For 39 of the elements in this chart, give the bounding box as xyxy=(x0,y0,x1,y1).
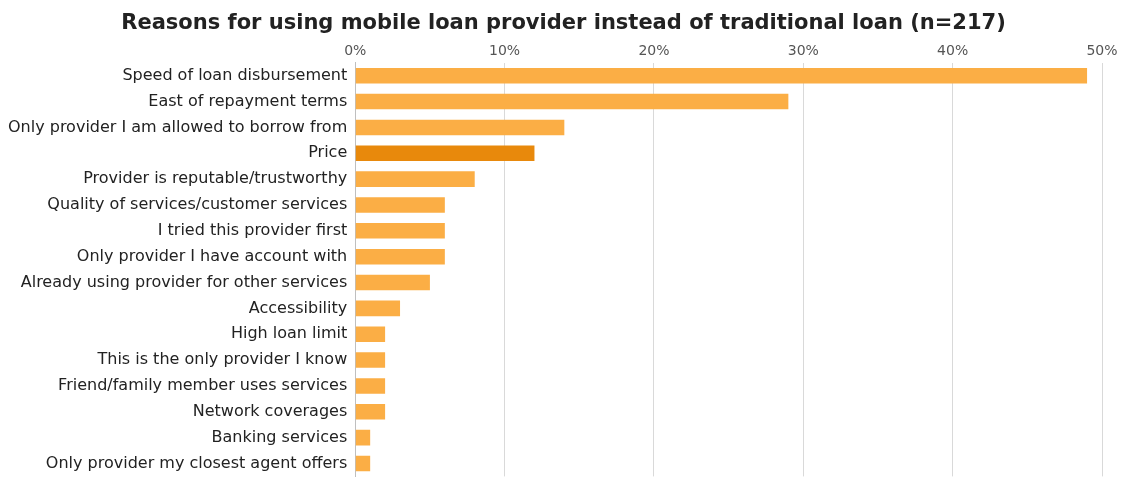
bar xyxy=(355,223,445,239)
bar xyxy=(355,326,386,342)
y-tick-label: Banking services xyxy=(211,426,348,446)
y-tick-label: Speed of loan disbursement xyxy=(122,64,348,84)
bar xyxy=(355,274,430,291)
y-tick-label: Price xyxy=(308,142,348,162)
bar xyxy=(355,171,475,187)
y-tick-label: Accessibility xyxy=(248,297,348,317)
bar xyxy=(355,145,535,162)
x-tick-label: 20% xyxy=(638,42,670,59)
bar xyxy=(355,67,1088,84)
y-tick-label: This is the only provider I know xyxy=(96,349,348,369)
bar xyxy=(355,197,445,213)
y-tick-label: East of repayment terms xyxy=(148,90,348,110)
x-tick-label: 50% xyxy=(1086,42,1118,59)
y-tick-label: High loan limit xyxy=(230,323,348,343)
bar xyxy=(355,93,789,110)
bar xyxy=(355,248,445,265)
y-tick-label: I tried this provider first xyxy=(157,219,348,239)
chart-title: Reasons for using mobile loan provider instead of traditional loan (n=217) xyxy=(120,9,1007,36)
y-tick-label: Only provider I am allowed to borrow from xyxy=(8,116,348,136)
y-tick-label: Network coverages xyxy=(192,400,348,420)
bar xyxy=(355,404,386,420)
x-tick-label: 30% xyxy=(787,42,819,59)
x-tick-label: 0% xyxy=(344,42,367,59)
y-tick-label: Friend/family member uses services xyxy=(58,375,348,395)
y-tick-label: Quality of services/customer services xyxy=(47,194,348,214)
bar xyxy=(355,378,386,394)
bar xyxy=(355,119,565,136)
x-tick-label: 10% xyxy=(489,42,521,59)
y-tick-label: Provider is reputable/trustworthy xyxy=(83,168,348,188)
bar xyxy=(355,352,386,368)
x-tick-label: 40% xyxy=(937,42,969,59)
y-tick-label: Already using provider for other services xyxy=(20,271,348,291)
bar xyxy=(355,429,371,446)
bar xyxy=(355,300,401,317)
y-tick-label: Only provider my closest agent offers xyxy=(45,452,348,472)
bar xyxy=(355,455,371,472)
y-tick-label: Only provider I have account with xyxy=(76,245,348,265)
